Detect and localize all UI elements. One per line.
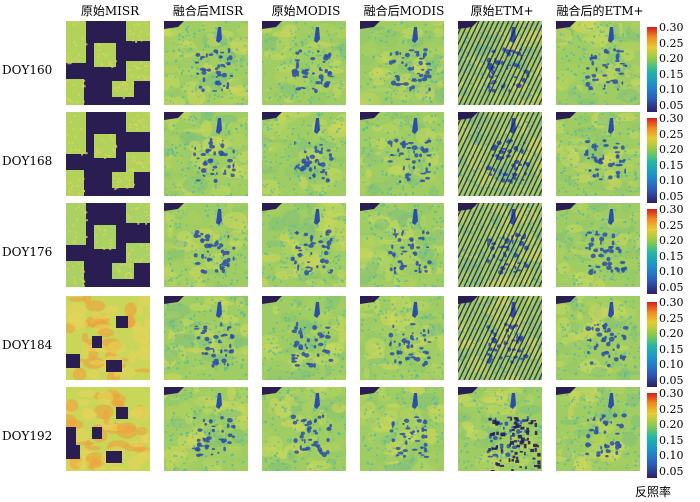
colorbar-tick-label: 0.30 bbox=[659, 203, 684, 216]
albedo-map-fused-misr-doy176 bbox=[164, 203, 248, 287]
colorbar-tick-label: 0.25 bbox=[659, 402, 684, 416]
albedo-map-original-modis-doy176 bbox=[262, 203, 346, 287]
colorbar-tick-label: 0.20 bbox=[659, 327, 684, 341]
colorbar-tick-label: 0.25 bbox=[659, 127, 684, 141]
albedo-map-original-etm-doy176 bbox=[458, 203, 542, 287]
albedo-map-fused-misr-doy192 bbox=[164, 387, 248, 471]
colorbar-ticks-doy184: 0.30 0.25 0.20 0.15 0.10 0.05 bbox=[657, 297, 697, 387]
albedo-map-original-misr-doy184 bbox=[66, 296, 150, 380]
albedo-map-fused-modis-doy184 bbox=[360, 296, 444, 380]
albedo-map-fused-modis-doy160 bbox=[360, 21, 444, 105]
albedo-map-original-misr-doy168 bbox=[66, 112, 150, 196]
colorbar-tick-label: 0.20 bbox=[659, 234, 684, 248]
colorbar-ticks-doy192: 0.30 0.25 0.20 0.15 0.10 0.05 bbox=[657, 388, 697, 478]
albedo-map-fused-etm-doy168 bbox=[556, 112, 640, 196]
row-label-doy184: DOY184 bbox=[2, 338, 53, 352]
albedo-map-original-modis-doy160 bbox=[262, 21, 346, 105]
colorbar-tick-label: 0.30 bbox=[659, 387, 684, 400]
albedo-map-fused-misr-doy160 bbox=[164, 21, 248, 105]
colorbar-tick-label: 0.30 bbox=[659, 112, 684, 125]
colorbar-doy184 bbox=[647, 302, 657, 387]
colorbar-tick-label: 0.25 bbox=[659, 218, 684, 232]
colorbar-ticks-doy168: 0.30 0.25 0.20 0.15 0.10 0.05 bbox=[657, 113, 697, 203]
col-header-fused-modis: 融合后MODIS bbox=[363, 4, 445, 18]
colorbar-tick-label: 0.15 bbox=[659, 433, 684, 447]
colorbar-tick-label: 0.15 bbox=[659, 158, 684, 172]
albedo-map-fused-etm-doy160 bbox=[556, 21, 640, 105]
row-label-doy160: DOY160 bbox=[2, 63, 53, 77]
albedo-map-fused-misr-doy184 bbox=[164, 296, 248, 380]
colorbar-tick-label: 0.30 bbox=[659, 21, 684, 34]
colorbar-tick-label: 0.10 bbox=[659, 358, 684, 372]
colorbar-tick-label: 0.15 bbox=[659, 249, 684, 263]
colorbar-tick-label: 0.10 bbox=[659, 449, 684, 463]
row-label-doy176: DOY176 bbox=[2, 245, 53, 259]
albedo-map-fused-modis-doy192 bbox=[360, 387, 444, 471]
albedo-map-fused-misr-doy168 bbox=[164, 112, 248, 196]
colorbar-tick-label: 0.15 bbox=[659, 67, 684, 81]
colorbar-tick-label: 0.10 bbox=[659, 83, 684, 97]
albedo-map-original-etm-doy184 bbox=[458, 296, 542, 380]
colorbar-tick-label: 0.20 bbox=[659, 418, 684, 432]
colorbar-tick-label: 0.30 bbox=[659, 296, 684, 309]
colorbar-doy160 bbox=[647, 27, 657, 112]
albedo-map-original-etm-doy192 bbox=[458, 387, 542, 471]
colorbar-tick-label: 0.15 bbox=[659, 342, 684, 356]
albedo-map-original-modis-doy192 bbox=[262, 387, 346, 471]
colorbar-unit-label: 反照率 bbox=[635, 485, 672, 499]
row-label-doy168: DOY168 bbox=[2, 154, 53, 168]
albedo-map-fused-modis-doy176 bbox=[360, 203, 444, 287]
albedo-map-original-etm-doy168 bbox=[458, 112, 542, 196]
albedo-map-original-misr-doy192 bbox=[66, 387, 150, 471]
colorbar-tick-label: 0.25 bbox=[659, 36, 684, 50]
col-header-fused-etm: 融合后的ETM+ bbox=[556, 4, 644, 18]
colorbar-tick-label: 0.05 bbox=[659, 190, 684, 203]
albedo-map-fused-etm-doy176 bbox=[556, 203, 640, 287]
colorbar-tick-label: 0.05 bbox=[659, 465, 684, 478]
colorbar-tick-label: 0.05 bbox=[659, 99, 684, 112]
colorbar-tick-label: 0.10 bbox=[659, 174, 684, 188]
colorbar-ticks-doy160: 0.30 0.25 0.20 0.15 0.10 0.05 bbox=[657, 22, 697, 112]
colorbar-ticks-doy176: 0.30 0.25 0.20 0.15 0.10 0.05 bbox=[657, 204, 697, 294]
albedo-map-fused-modis-doy168 bbox=[360, 112, 444, 196]
albedo-map-fused-etm-doy192 bbox=[556, 387, 640, 471]
col-header-fused-misr: 融合后MISR bbox=[172, 4, 244, 18]
colorbar-tick-label: 0.05 bbox=[659, 374, 684, 387]
albedo-map-original-etm-doy160 bbox=[458, 21, 542, 105]
row-label-doy192: DOY192 bbox=[2, 429, 53, 443]
colorbar-tick-label: 0.05 bbox=[659, 281, 684, 294]
col-header-original-modis: 原始MODIS bbox=[271, 4, 341, 18]
colorbar-tick-label: 0.20 bbox=[659, 143, 684, 157]
col-header-original-etm: 原始ETM+ bbox=[470, 4, 534, 18]
colorbar-tick-label: 0.20 bbox=[659, 52, 684, 66]
col-header-original-misr: 原始MISR bbox=[80, 4, 140, 18]
albedo-map-original-modis-doy168 bbox=[262, 112, 346, 196]
colorbar-tick-label: 0.25 bbox=[659, 311, 684, 325]
colorbar-tick-label: 0.10 bbox=[659, 265, 684, 279]
albedo-map-original-misr-doy176 bbox=[66, 203, 150, 287]
albedo-map-fused-etm-doy184 bbox=[556, 296, 640, 380]
albedo-map-original-misr-doy160 bbox=[66, 21, 150, 105]
colorbar-doy168 bbox=[647, 118, 657, 203]
albedo-map-original-modis-doy184 bbox=[262, 296, 346, 380]
colorbar-doy176 bbox=[647, 209, 657, 294]
colorbar-doy192 bbox=[647, 393, 657, 478]
